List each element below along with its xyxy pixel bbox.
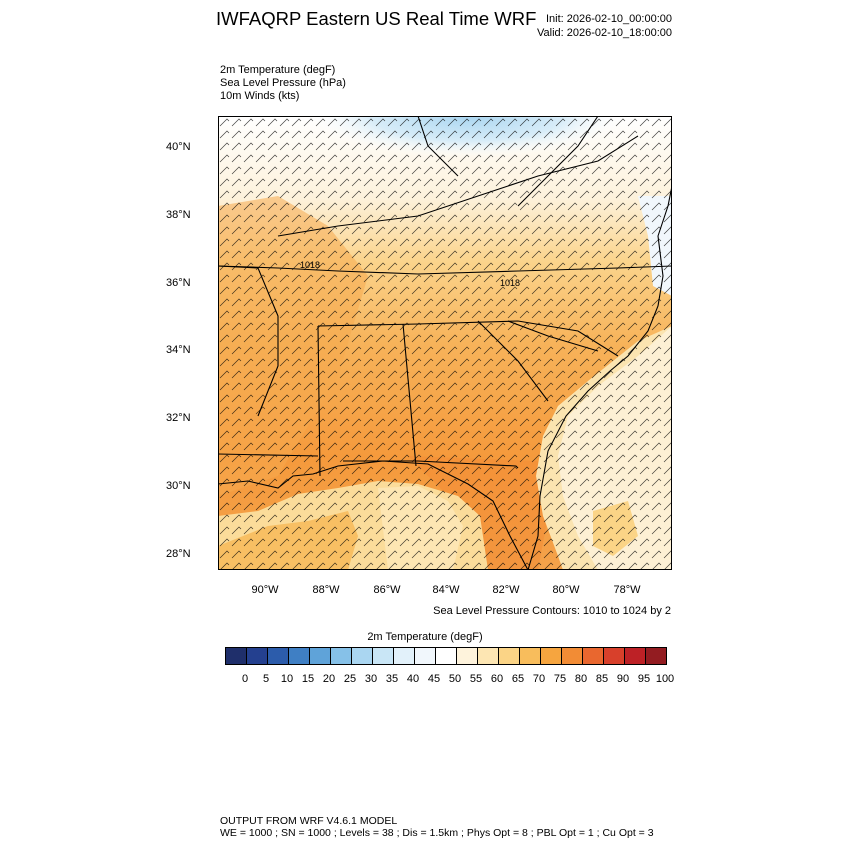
field-label-temperature: 2m Temperature (degF): [220, 64, 336, 76]
wind-barbs: [218, 116, 672, 570]
colorbar-label: 65: [511, 673, 525, 685]
al-ga-border: [402, 323, 417, 467]
pa-border: [417, 116, 459, 177]
lat-label: 36°N: [166, 277, 191, 289]
colorbar-label: 70: [532, 673, 546, 685]
lat-label: 38°N: [166, 209, 191, 221]
colorbar: [225, 647, 667, 665]
colorbar-label: 55: [469, 673, 483, 685]
valid-time: Valid: 2026-02-10_18:00:00: [537, 27, 672, 39]
pressure-label: 1018: [300, 260, 320, 270]
tn-al-border: [317, 320, 619, 357]
ms-al-border: [317, 325, 321, 477]
colorbar-label: 50: [448, 673, 462, 685]
colorbar-label: 0: [241, 673, 249, 685]
lon-label: 86°W: [373, 584, 401, 596]
ga-fl-border: [343, 460, 519, 469]
weather-map: 1018 1018: [218, 116, 672, 570]
colorbar-label: 20: [322, 673, 336, 685]
field-label-pressure: Sea Level Pressure (hPa): [220, 77, 346, 89]
colorbar-swatch: [562, 648, 583, 664]
colorbar-label: 5: [262, 673, 270, 685]
colorbar-swatch: [226, 648, 247, 664]
colorbar-label: 85: [595, 673, 609, 685]
atlantic-coastline: [527, 185, 672, 570]
colorbar-label: 45: [427, 673, 441, 685]
model-config: WE = 1000 ; SN = 1000 ; Levels = 38 ; Di…: [220, 827, 654, 839]
colorbar-swatch: [373, 648, 394, 664]
colorbar-swatch: [499, 648, 520, 664]
lon-label: 78°W: [613, 584, 641, 596]
colorbar-swatch: [310, 648, 331, 664]
lon-label: 88°W: [312, 584, 340, 596]
colorbar-label: 30: [364, 673, 378, 685]
wv-va-border: [517, 116, 599, 207]
lat-label: 28°N: [166, 548, 191, 560]
init-time: Init: 2026-02-10_00:00:00: [546, 13, 672, 25]
coastline: [218, 460, 529, 570]
colorbar-swatch: [604, 648, 625, 664]
model-info: OUTPUT FROM WRF V4.6.1 MODEL WE = 1000 ;…: [220, 815, 654, 839]
colorbar-swatch: [646, 648, 666, 664]
colorbar-swatch: [478, 648, 499, 664]
colorbar-label: 40: [406, 673, 420, 685]
colorbar-label: 35: [385, 673, 399, 685]
colorbar-label: 80: [574, 673, 588, 685]
lon-label: 80°W: [552, 584, 580, 596]
colorbar-title: 2m Temperature (degF): [367, 631, 483, 643]
colorbar-swatch: [541, 648, 562, 664]
colorbar-label: 10: [280, 673, 294, 685]
colorbar-swatch: [625, 648, 646, 664]
nc-sc-border: [507, 320, 599, 352]
colorbar-swatch: [520, 648, 541, 664]
colorbar-swatch: [415, 648, 436, 664]
lon-label: 84°W: [432, 584, 460, 596]
ar-border: [218, 265, 279, 417]
colorbar-label: 100: [655, 673, 675, 685]
model-version: OUTPUT FROM WRF V4.6.1 MODEL: [220, 815, 398, 827]
colorbar-swatch: [289, 648, 310, 664]
lat-label: 32°N: [166, 412, 191, 424]
la-ms-border: [218, 453, 319, 457]
colorbar-swatch: [331, 648, 352, 664]
lon-label: 90°W: [251, 584, 279, 596]
colorbar-label: 75: [553, 673, 567, 685]
map-frame: [218, 116, 672, 570]
colorbar-label: 95: [637, 673, 651, 685]
colorbar-swatch: [268, 648, 289, 664]
colorbar-label: 15: [301, 673, 315, 685]
state-borders: [218, 116, 672, 570]
colorbar-swatch: [247, 648, 268, 664]
run-times: Init: 2026-02-10_00:00:00 Valid: 2026-02…: [537, 12, 672, 40]
lat-label: 40°N: [166, 141, 191, 153]
lon-label: 82°W: [492, 584, 520, 596]
colorbar-swatch: [352, 648, 373, 664]
colorbar-label: 90: [616, 673, 630, 685]
lat-label: 30°N: [166, 480, 191, 492]
field-label-winds: 10m Winds (kts): [220, 90, 300, 102]
northern-border: [218, 265, 672, 275]
colorbar-swatch: [583, 648, 604, 664]
ga-sc-border: [477, 320, 549, 402]
contour-note: Sea Level Pressure Contours: 1010 to 102…: [433, 605, 671, 617]
colorbar-label: 25: [343, 673, 357, 685]
colorbar-swatch: [457, 648, 478, 664]
kentucky-border: [277, 135, 639, 237]
lat-label: 34°N: [166, 344, 191, 356]
pressure-label: 1018: [500, 278, 520, 288]
colorbar-swatch: [394, 648, 415, 664]
colorbar-swatch: [436, 648, 457, 664]
map-title: IWFAQRP Eastern US Real Time WRF: [216, 8, 537, 29]
colorbar-label: 60: [490, 673, 504, 685]
